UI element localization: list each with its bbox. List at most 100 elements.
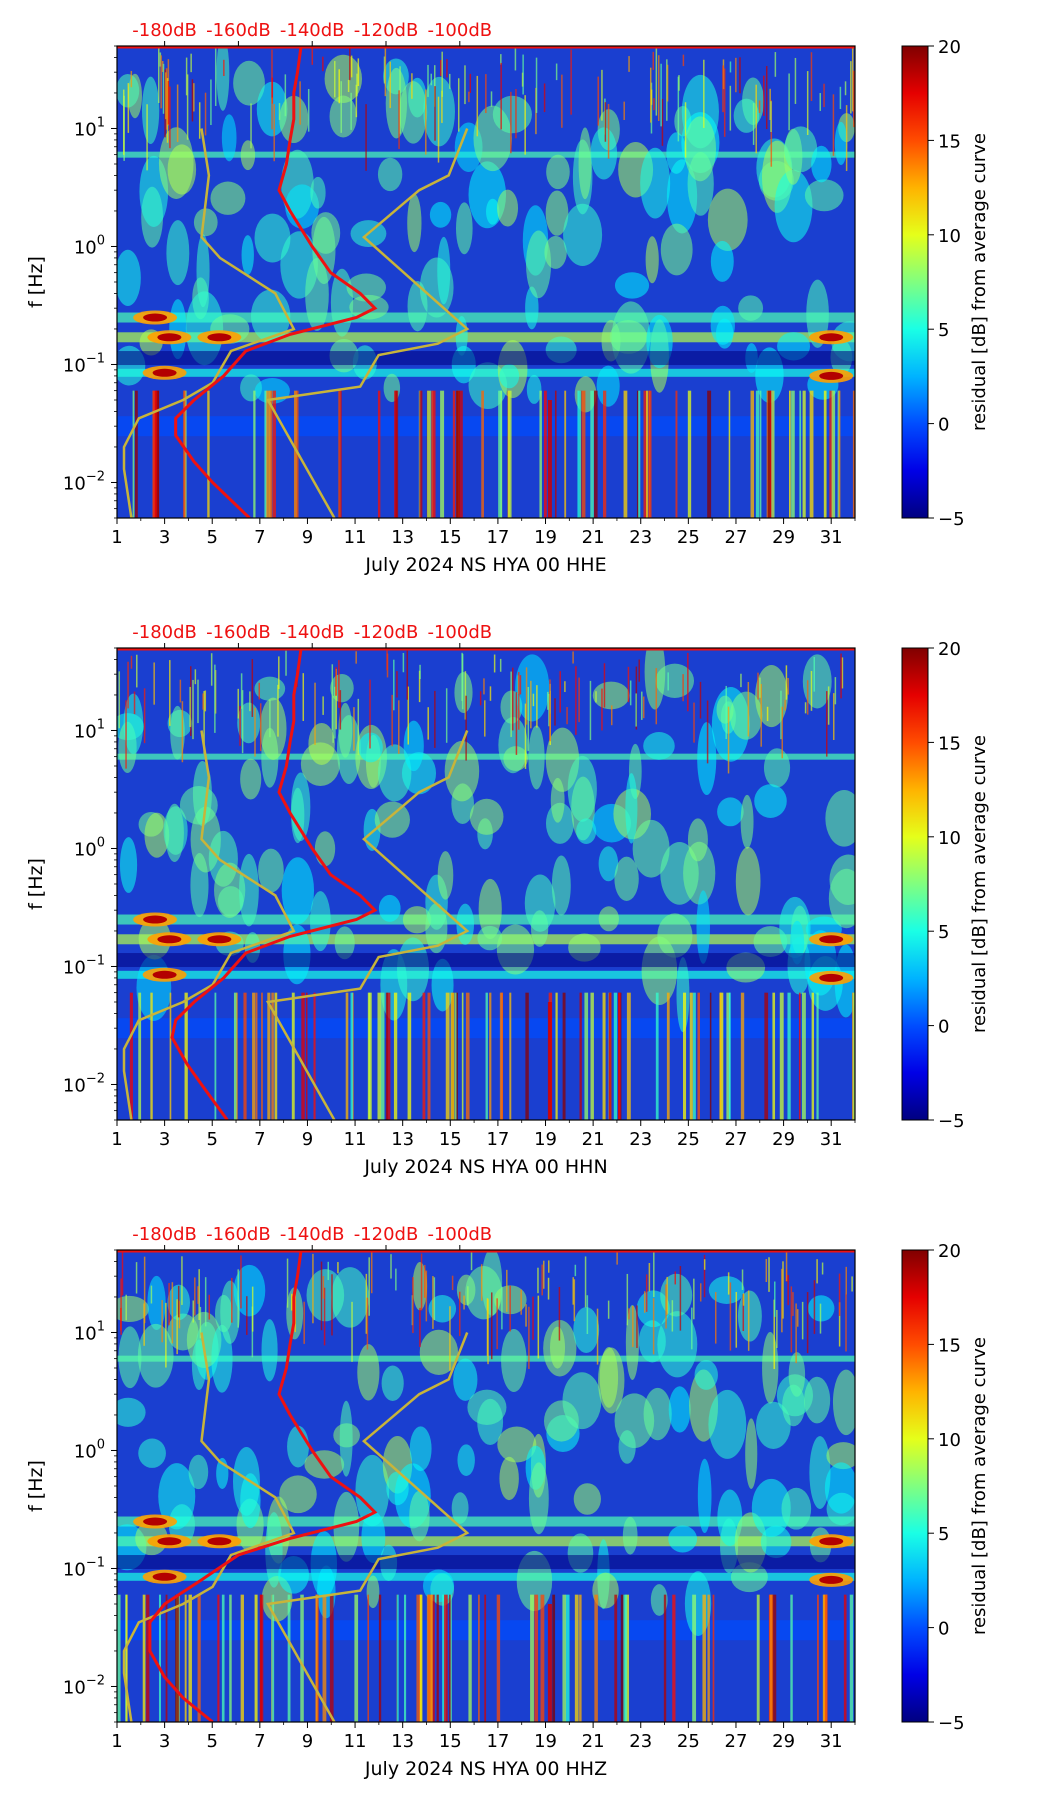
high-noise-model-curve: [265, 1332, 470, 1722]
y-tick-label: 10−2: [63, 469, 105, 494]
colorbar-tick-label: 5: [938, 1524, 949, 1545]
x-tick-label: 11: [344, 1129, 367, 1150]
colorbar-tick-label: 0: [938, 1619, 949, 1640]
heatmap: [117, 1250, 855, 1722]
y-tick-label: 10−2: [63, 1673, 105, 1698]
heatmap: [117, 46, 855, 518]
colorbar-tick-label: 15: [938, 1335, 961, 1356]
low-noise-model-curve: [122, 1332, 296, 1722]
y-axis-label: f [Hz]: [25, 1460, 47, 1512]
x-tick-label: 27: [725, 527, 748, 548]
x-tick-label: 15: [439, 1129, 462, 1150]
x-tick-label: 19: [534, 1129, 557, 1150]
top-db-tick-label: -160dB: [206, 622, 271, 643]
x-tick-label: 15: [439, 527, 462, 548]
y-tick-label: 10−1: [63, 953, 105, 978]
x-tick-label: 7: [254, 1129, 265, 1150]
colorbar: [901, 647, 929, 1121]
colorbar-tick-label: 20: [938, 639, 961, 660]
colorbar-tick-label: 0: [938, 1017, 949, 1038]
x-tick-label: 31: [820, 527, 843, 548]
x-tick-label: 31: [820, 1129, 843, 1150]
x-tick-label: 3: [159, 527, 170, 548]
x-tick-label: 19: [534, 1731, 557, 1752]
colorbar: [901, 45, 929, 519]
x-tick-label: 5: [206, 527, 217, 548]
x-tick-label: 29: [772, 527, 795, 548]
top-db-tick-label: -120dB: [354, 1224, 419, 1245]
colorbar: [901, 1249, 929, 1723]
x-tick-label: 31: [820, 1731, 843, 1752]
x-tick-label: 7: [254, 527, 265, 548]
x-tick-label: 3: [159, 1129, 170, 1150]
y-tick-label: 10−1: [63, 1555, 105, 1580]
colorbar-tick-label: 15: [938, 733, 961, 754]
psd-curve: [174, 46, 378, 518]
x-tick-label: 17: [486, 527, 509, 548]
x-tick-label: 11: [344, 1731, 367, 1752]
top-db-tick-label: -160dB: [206, 20, 271, 41]
x-tick-label: 23: [629, 1731, 652, 1752]
top-db-tick-label: -180dB: [132, 622, 197, 643]
x-tick-label: 27: [725, 1731, 748, 1752]
colorbar-tick-label: −5: [938, 1713, 965, 1734]
x-tick-label: 1: [111, 527, 122, 548]
top-db-tick-label: -160dB: [206, 1224, 271, 1245]
colorbar-tick-label: 0: [938, 415, 949, 436]
colorbar-tick-label: 5: [938, 320, 949, 341]
top-db-tick-label: -120dB: [354, 20, 419, 41]
top-db-tick-label: -180dB: [132, 1224, 197, 1245]
x-tick-label: 23: [629, 1129, 652, 1150]
top-db-tick-label: -100dB: [427, 1224, 492, 1245]
colorbar-label: residual [dB] from average curve: [969, 133, 990, 431]
y-tick-label: 100: [74, 233, 105, 258]
x-tick-label: 21: [582, 1129, 605, 1150]
colorbar-tick-label: 15: [938, 131, 961, 152]
x-tick-label: 7: [254, 1731, 265, 1752]
colorbar-tick-label: 5: [938, 922, 949, 943]
x-axis-label: July 2024 NS HYA 00 HHN: [363, 1156, 607, 1178]
x-tick-label: 29: [772, 1129, 795, 1150]
x-tick-label: 19: [534, 527, 557, 548]
high-noise-model-curve: [265, 730, 470, 1120]
y-tick-label: 100: [74, 1437, 105, 1462]
low-noise-model-curve: [122, 730, 296, 1120]
x-tick-label: 3: [159, 1731, 170, 1752]
x-tick-label: 5: [206, 1731, 217, 1752]
low-noise-model-curve: [122, 128, 296, 518]
x-axis-label: July 2024 NS HYA 00 HHZ: [364, 1758, 607, 1780]
high-noise-model-curve: [265, 128, 470, 518]
top-db-tick-label: -180dB: [132, 20, 197, 41]
psd-curve: [170, 648, 378, 1120]
x-axis-label: July 2024 NS HYA 00 HHE: [364, 554, 606, 576]
x-tick-label: 23: [629, 527, 652, 548]
colorbar-tick-label: −5: [938, 1111, 965, 1132]
y-tick-label: 101: [74, 115, 105, 140]
x-tick-label: 25: [677, 1129, 700, 1150]
colorbar-tick-label: 10: [938, 1430, 961, 1451]
top-db-tick-label: -140dB: [280, 622, 345, 643]
x-tick-label: 9: [302, 1129, 313, 1150]
y-tick-label: 100: [74, 835, 105, 860]
y-tick-label: 10−1: [63, 351, 105, 376]
x-tick-label: 11: [344, 527, 367, 548]
x-tick-label: 25: [677, 527, 700, 548]
x-tick-label: 25: [677, 1731, 700, 1752]
colorbar-tick-label: 20: [938, 37, 961, 58]
x-tick-label: 17: [486, 1129, 509, 1150]
x-tick-label: 13: [391, 1731, 414, 1752]
x-tick-label: 1: [111, 1731, 122, 1752]
top-db-tick-label: -120dB: [354, 622, 419, 643]
x-tick-label: 29: [772, 1731, 795, 1752]
colorbar-label: residual [dB] from average curve: [969, 735, 990, 1033]
colorbar-tick-label: 10: [938, 828, 961, 849]
x-tick-label: 5: [206, 1129, 217, 1150]
colorbar-tick-label: 20: [938, 1241, 961, 1262]
x-tick-label: 13: [391, 527, 414, 548]
colorbar-label: residual [dB] from average curve: [969, 1337, 990, 1635]
x-tick-label: 13: [391, 1129, 414, 1150]
y-tick-label: 101: [74, 717, 105, 742]
y-tick-label: 10−2: [63, 1071, 105, 1096]
